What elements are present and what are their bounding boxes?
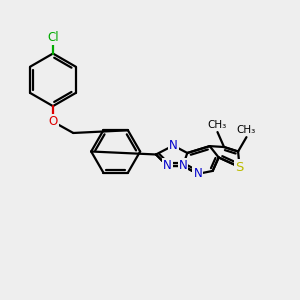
Text: N: N — [178, 159, 187, 172]
Text: N: N — [163, 159, 172, 172]
Text: Cl: Cl — [47, 31, 59, 44]
Text: CH₃: CH₃ — [208, 120, 227, 130]
Text: CH₃: CH₃ — [237, 125, 256, 135]
Text: N: N — [194, 167, 202, 180]
Text: N: N — [169, 139, 178, 152]
Text: S: S — [236, 160, 244, 173]
Text: O: O — [48, 115, 58, 128]
